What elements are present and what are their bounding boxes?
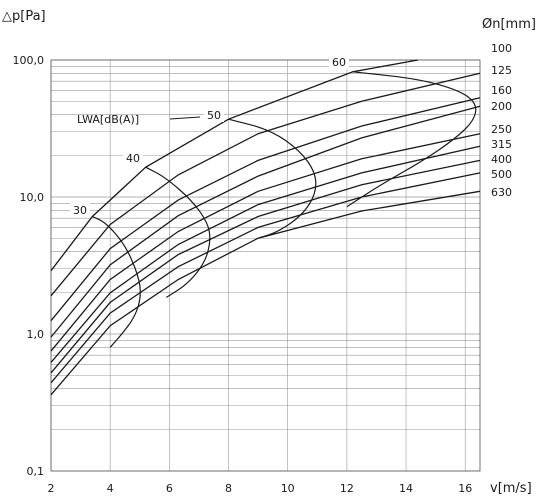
series-line-315 [50,145,481,363]
sound-level-label-50: 50 [207,109,221,122]
series-label-160: 160 [491,84,512,97]
sound-level-label-40: 40 [126,152,140,165]
x-tick-label: 6 [166,482,173,495]
sound-level-label-bg [70,203,90,217]
series-lines [50,59,481,396]
series-labels: 100 125 160 200 250 315 400 500 630 [491,42,512,199]
series-line-630 [50,190,481,396]
series-line-250 [50,133,481,352]
series-line-200 [50,105,481,338]
series-label-250: 250 [491,123,512,136]
y-axis-title: △p[Pa] [2,9,46,24]
y-tick-label: 0,1 [27,465,45,478]
plot-frame [50,59,481,472]
y-tick-labels: 0,1 1,0 10,0 100,0 [13,54,45,478]
sound-level-title: LWA[dB(A)] [77,113,139,126]
x-tick-label: 14 [399,482,413,495]
series-line-500 [50,172,481,384]
series-label-100: 100 [491,42,512,55]
series-line-100 [50,59,419,272]
x-tick-label: 10 [281,482,295,495]
plot-border [50,59,481,472]
y-tick-label: 100,0 [13,54,45,67]
sound-level-label-bg [123,151,143,165]
sound-level-label-30: 30 [73,204,87,217]
x-tick-label: 16 [458,482,472,495]
series-label-400: 400 [491,153,512,166]
x-tick-label: 4 [107,482,114,495]
y-tick-label: 1,0 [27,328,45,341]
diameter-axis-title: Øn[mm] [482,17,536,32]
sound-level-labels: 30 40 50 60 [70,55,349,217]
series-label-200: 200 [491,100,512,113]
sound-level-curves [92,71,477,348]
sound-title-leader [169,116,201,120]
series-label-500: 500 [491,168,512,181]
series-label-630: 630 [491,186,512,199]
series-label-125: 125 [491,64,512,77]
x-tick-label: 8 [225,482,232,495]
series-label-315: 315 [491,138,512,151]
series-line-160 [50,97,481,322]
sound-level-curve-30 [92,215,141,348]
grid [50,59,480,472]
x-tick-label: 2 [48,482,55,495]
series-line-125 [50,72,481,297]
x-tick-labels: 2 4 6 8 10 12 14 16 [48,482,473,495]
sound-level-curve-40 [145,166,211,298]
sound-level-curve-60 [346,71,477,208]
sound-level-label-bg [204,108,224,122]
x-axis-title: v[m/s] [490,481,532,496]
sound-level-curve-50 [228,118,317,239]
y-tick-label: 10,0 [20,191,45,204]
series-line-400 [50,159,481,374]
sound-level-label-bg [329,55,349,69]
x-tick-label: 12 [340,482,354,495]
sound-level-label-60: 60 [332,56,346,69]
